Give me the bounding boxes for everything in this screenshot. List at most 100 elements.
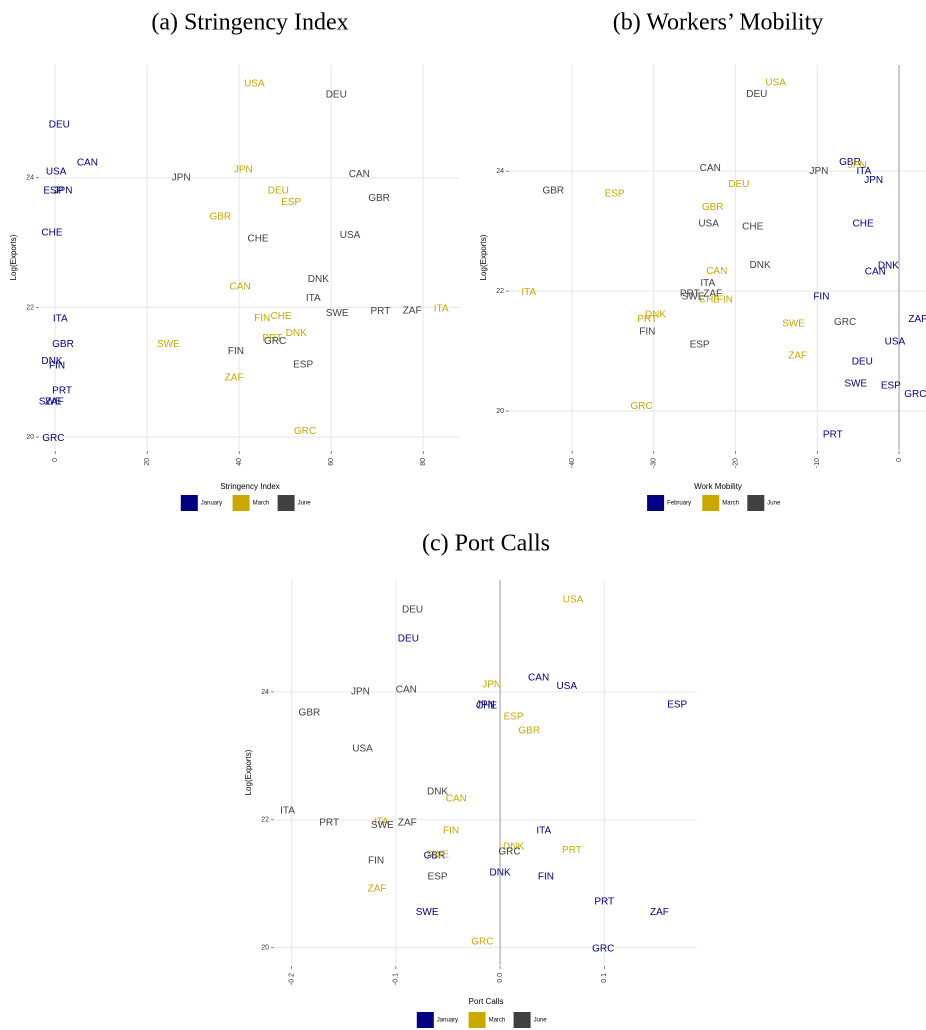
point-label: PRT (680, 289, 700, 300)
x-tick-label: -0.1 (393, 973, 400, 985)
point-label: CHE (476, 701, 497, 712)
point-label: GRC (264, 336, 286, 347)
point-label: DNK (41, 356, 62, 367)
legend-swatch (702, 495, 720, 511)
point-label: CAN (706, 266, 727, 277)
legend-swatch (416, 1012, 434, 1028)
point-label: SWE (39, 397, 62, 408)
point-label: ESP (605, 189, 625, 200)
legend-label: March (722, 501, 739, 507)
point-label: SWE (844, 379, 867, 390)
point-label: ZAF (908, 314, 926, 325)
chart: (b) Workers’ Mobility 20 22 24 -40 -30 -20 -10 0… (479, 10, 926, 511)
point-label: PRT (562, 845, 582, 856)
point-label: CHE (699, 295, 720, 306)
legend-label: March (489, 1018, 506, 1024)
chart-title: (b) Workers’ Mobility (613, 10, 823, 36)
point-label: CAN (865, 267, 886, 278)
point-label: ITA (856, 166, 871, 177)
point-label: GBR (518, 726, 540, 737)
point-label: ESP (428, 871, 448, 882)
point-label: DNK (645, 310, 666, 321)
point-label: USA (698, 219, 719, 230)
point-label: CHE (41, 228, 62, 239)
x-tick-label: 80 (420, 458, 427, 466)
point-label: GBR (52, 339, 74, 350)
point-label: ESP (667, 699, 687, 710)
point-label: ESP (293, 360, 313, 371)
x-tick-label: 0.0 (497, 973, 504, 983)
point-label: ESP (881, 380, 901, 391)
legend-swatch (647, 495, 665, 511)
point-label: DNK (427, 786, 448, 797)
y-tick-label: 22 (261, 817, 269, 824)
point-label: DNK (503, 841, 524, 852)
x-axis-label: Port Calls (469, 997, 504, 1006)
point-label: DEU (402, 605, 423, 616)
legend-label: March (253, 501, 270, 507)
point-label: CHE (742, 222, 763, 233)
legend-swatch (468, 1012, 486, 1028)
legend-label: June (534, 1018, 548, 1024)
y-tick-label: 24 (496, 168, 504, 175)
x-tick-label: -30 (651, 458, 658, 468)
point-label: JPN (864, 175, 883, 186)
point-label: SWE (426, 850, 449, 861)
point-label: FIN (639, 327, 655, 338)
point-label: ESP (690, 340, 710, 351)
point-label: ESP (43, 185, 63, 196)
y-axis-label: Log(Exports) (9, 234, 18, 280)
point-label: DEU (746, 89, 767, 100)
point-label: CAN (700, 163, 721, 174)
point-label: USA (556, 681, 577, 692)
point-label: JPN (351, 687, 370, 698)
point-label: DNK (308, 274, 329, 285)
point-label: SWE (371, 820, 394, 831)
point-label: DNK (878, 261, 899, 272)
point-label: GBR (209, 211, 231, 222)
point-label: FIN (368, 855, 384, 866)
point-label: ESP (504, 712, 524, 723)
point-label: FIN (813, 292, 829, 303)
point-label: USA (340, 230, 361, 241)
point-label: DNK (490, 868, 511, 879)
point-label: FIN (443, 825, 459, 836)
point-label: CAN (446, 793, 467, 804)
point-label: ITA (53, 314, 68, 325)
point-label: FIN (254, 313, 270, 324)
point-label: ITA (536, 825, 551, 836)
point-label: PRT (52, 386, 72, 397)
x-tick-label: 20 (144, 458, 151, 466)
point-label: ZAF (788, 350, 807, 361)
point-label: GRC (471, 937, 493, 948)
point-label: GBR (702, 202, 724, 213)
point-label: PRT (262, 333, 282, 344)
x-tick-label: 40 (236, 458, 243, 466)
y-tick-label: 24 (26, 175, 34, 182)
y-axis-label: Log(Exports) (244, 749, 253, 795)
point-label: DEU (268, 185, 289, 196)
point-label: ZAF (650, 907, 669, 918)
point-label: SWE (682, 292, 705, 303)
legend-swatch (232, 495, 250, 511)
point-label: JPN (809, 166, 828, 177)
point-label: GRC (630, 401, 652, 412)
point-label: PRT (637, 314, 657, 325)
point-label: DNK (750, 260, 771, 271)
x-tick-label: -20 (732, 458, 739, 468)
point-label: CHE (270, 311, 291, 322)
y-tick-label: 20 (261, 945, 269, 952)
legend-swatch (277, 495, 295, 511)
x-tick-label: 0.1 (601, 973, 608, 983)
legend-swatch (513, 1012, 531, 1028)
point-label: PRT (823, 430, 843, 441)
point-label: ESP (281, 197, 301, 208)
point-label: ITA (434, 303, 449, 314)
point-label: USA (563, 594, 584, 605)
point-label: PRT (319, 818, 339, 829)
point-label: DEU (728, 179, 749, 190)
point-label: CAN (349, 169, 370, 180)
point-label: SWE (157, 339, 180, 350)
point-label: JPN (54, 185, 73, 196)
